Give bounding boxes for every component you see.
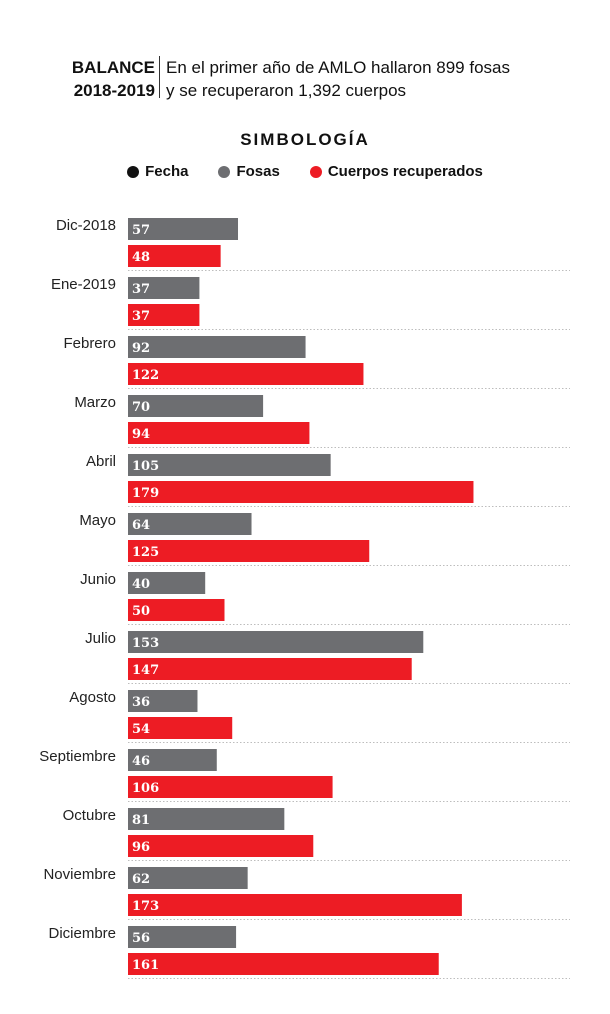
bar-cuerpos [128, 245, 221, 267]
category-label: Abril [86, 453, 116, 470]
bar-label-cuerpos: 161 [132, 958, 159, 973]
bar-label-cuerpos: 125 [132, 545, 159, 560]
bar-label-cuerpos: 48 [132, 250, 150, 265]
bar-label-fosas: 64 [132, 518, 150, 533]
bar-label-fosas: 57 [132, 223, 150, 238]
legend-title: SIMBOLOGÍA [240, 130, 370, 149]
bar-fosas [128, 395, 264, 417]
bar-fosas [128, 749, 217, 771]
bar-cuerpos [128, 835, 314, 857]
legend-label-cuerpos: Cuerpos recuperados [327, 163, 483, 180]
bar-label-cuerpos: 179 [132, 486, 159, 501]
category-label: Junio [80, 571, 116, 588]
category-label: Julio [85, 630, 116, 647]
bar-label-fosas: 36 [132, 695, 150, 710]
bar-cuerpos [128, 422, 310, 444]
bar-cuerpos [128, 363, 364, 385]
bar-label-cuerpos: 96 [132, 840, 150, 855]
bar-cuerpos [128, 540, 370, 562]
category-label: Diciembre [48, 925, 116, 942]
bar-fosas [128, 926, 237, 948]
legend-item-fosas: Fosas [218, 163, 280, 180]
category-label: Septiembre [39, 748, 116, 765]
legend-label-fecha: Fecha [145, 163, 189, 180]
legend-label-fosas: Fosas [236, 163, 280, 180]
tag-line-1: BALANCE [71, 58, 155, 77]
bar-label-fosas: 153 [132, 636, 159, 651]
bar-fosas [128, 631, 424, 653]
legend-dot-fecha [127, 165, 140, 178]
header: BALANCE 2018-2019 En el primer año de AM… [0, 54, 610, 100]
category-label: Marzo [74, 394, 116, 411]
category-label: Ene-2019 [51, 276, 116, 293]
bar-label-cuerpos: 147 [132, 663, 159, 678]
bar-label-fosas: 92 [132, 341, 150, 356]
header-description: En el primer año de AMLO hallaron 899 fo… [166, 56, 510, 102]
legend-dot-fosas [218, 165, 231, 178]
bar-label-cuerpos: 50 [132, 604, 150, 619]
bar-fosas [128, 513, 252, 535]
bar-label-fosas: 46 [132, 754, 150, 769]
bar-fosas [128, 218, 239, 240]
bar-cuerpos [128, 658, 412, 680]
category-label: Octubre [63, 807, 116, 824]
bar-fosas [128, 277, 200, 299]
bar-fosas [128, 572, 206, 594]
bar-cuerpos [128, 599, 225, 621]
bar-cuerpos [128, 953, 439, 975]
bar-label-cuerpos: 173 [132, 899, 159, 914]
bar-fosas [128, 336, 306, 358]
header-tag: BALANCE 2018-2019 [72, 56, 155, 102]
legend-dot-cuerpos [309, 165, 322, 178]
bar-cuerpos [128, 894, 462, 916]
bar-label-cuerpos: 37 [132, 309, 150, 324]
legend-item-cuerpos: Cuerpos recuperados [309, 163, 483, 180]
category-label: Agosto [69, 689, 116, 706]
category-label: Dic-2018 [56, 217, 116, 234]
category-label: Mayo [79, 512, 116, 529]
bar-label-fosas: 70 [132, 400, 150, 415]
legend: Fecha Fosas Cuerpos recuperados [0, 163, 610, 180]
bar-label-fosas: 40 [132, 577, 150, 592]
bar-cuerpos [128, 481, 474, 503]
bar-fosas [128, 454, 331, 476]
category-label: Noviembre [43, 866, 116, 883]
bar-label-cuerpos: 106 [132, 781, 159, 796]
bar-fosas [128, 808, 285, 830]
bar-label-fosas: 56 [132, 931, 150, 946]
bar-label-fosas: 81 [132, 813, 150, 828]
bar-cuerpos [128, 304, 200, 326]
bar-label-cuerpos: 122 [132, 368, 159, 383]
bar-label-fosas: 62 [132, 872, 150, 887]
header-divider [159, 56, 160, 98]
bar-cuerpos [128, 776, 333, 798]
bar-label-cuerpos: 94 [132, 427, 150, 442]
bar-label-cuerpos: 54 [132, 722, 150, 737]
desc-line-2: y se recuperaron 1,392 cuerpos [166, 81, 407, 100]
desc-line-1: En el primer año de AMLO hallaron 899 fo… [166, 58, 510, 77]
bar-label-fosas: 105 [132, 459, 159, 474]
bar-fosas [128, 867, 248, 889]
bar-cuerpos [128, 717, 233, 739]
tag-line-2: 2018-2019 [73, 81, 155, 100]
legend-item-fecha: Fecha [127, 163, 188, 180]
bar-fosas [128, 690, 198, 712]
bar-label-fosas: 37 [132, 282, 150, 297]
category-label: Febrero [63, 335, 116, 352]
